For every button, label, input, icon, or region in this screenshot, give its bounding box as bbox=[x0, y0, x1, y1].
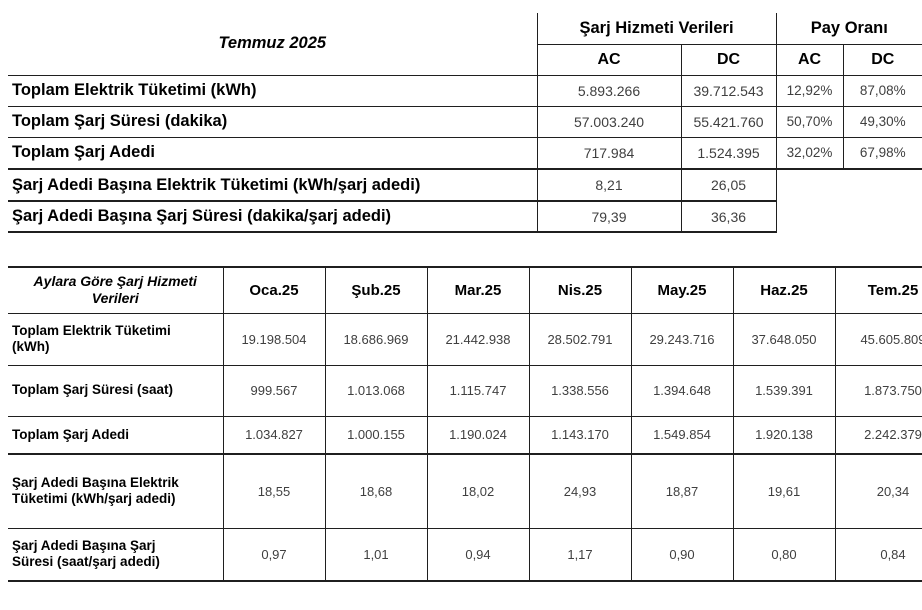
data-cell: 1.539.391 bbox=[732, 364, 836, 417]
row-label: Şarj Adedi Başına Şarj Süresi (dakika/şa… bbox=[8, 200, 538, 233]
month-header-mar: Mar.25 bbox=[426, 266, 530, 314]
data-cell: 28.502.791 bbox=[528, 312, 632, 366]
table-row: Şarj Adedi Başına Elektrik Tüketimi (kWh… bbox=[8, 453, 922, 529]
data-cell: 1.000.155 bbox=[324, 415, 428, 455]
summary-subheader-row: AC DC AC DC bbox=[8, 43, 922, 76]
data-cell: 0,80 bbox=[732, 527, 836, 582]
col-header-share-dc: DC bbox=[842, 43, 922, 76]
monthly-table: Aylara Göre Şarj Hizmeti Verileri Oca.25… bbox=[8, 266, 922, 582]
data-cell: 18,87 bbox=[630, 453, 734, 529]
data-cell: 1.394.648 bbox=[630, 364, 734, 417]
data-cell: 717.984 bbox=[536, 136, 682, 170]
data-cell: 5.893.266 bbox=[536, 74, 682, 107]
data-cell: 32,02% bbox=[775, 136, 844, 170]
data-cell: 1.013.068 bbox=[324, 364, 428, 417]
data-cell: 0,90 bbox=[630, 527, 734, 582]
empty-region bbox=[775, 169, 922, 232]
row-label: Toplam Şarj Adedi bbox=[8, 415, 224, 455]
row-label: Toplam Şarj Süresi (saat) bbox=[8, 364, 224, 417]
data-cell: 19.198.504 bbox=[222, 312, 326, 366]
row-label: Toplam Elektrik Tüketimi (kWh) bbox=[8, 312, 224, 366]
data-cell: 19,61 bbox=[732, 453, 836, 529]
month-header-nis: Nis.25 bbox=[528, 266, 632, 314]
row-label: Şarj Adedi Başına Elektrik Tüketimi (kWh… bbox=[8, 453, 224, 529]
data-cell: 36,36 bbox=[680, 200, 777, 233]
col-header-dc: DC bbox=[680, 43, 777, 76]
monthly-header-row: Aylara Göre Şarj Hizmeti Verileri Oca.25… bbox=[8, 266, 922, 314]
table-row: Toplam Şarj Süresi (saat) 999.567 1.013.… bbox=[8, 364, 922, 417]
data-cell: 1.115.747 bbox=[426, 364, 530, 417]
month-header-tem: Tem.25 bbox=[834, 266, 922, 314]
group-header-charging-data: Şarj Hizmeti Verileri bbox=[536, 13, 777, 45]
data-cell: 1.920.138 bbox=[732, 415, 836, 455]
data-cell: 1.524.395 bbox=[680, 136, 777, 170]
data-cell: 49,30% bbox=[842, 105, 922, 138]
data-cell: 45.605.809 bbox=[834, 312, 922, 366]
data-cell: 18.686.969 bbox=[324, 312, 428, 366]
table-row: Şarj Adedi Başına Elektrik Tüketimi (kWh… bbox=[8, 168, 922, 232]
data-cell: 24,93 bbox=[528, 453, 632, 529]
data-cell: 1,17 bbox=[528, 527, 632, 582]
data-cell: 18,55 bbox=[222, 453, 326, 529]
table-row: Toplam Şarj Adedi 717.984 1.524.395 32,0… bbox=[8, 136, 922, 170]
data-cell: 55.421.760 bbox=[680, 105, 777, 138]
row-label: Toplam Şarj Süresi (dakika) bbox=[8, 105, 538, 138]
data-cell: 1.338.556 bbox=[528, 364, 632, 417]
row-label: Şarj Adedi Başına Elektrik Tüketimi (kWh… bbox=[8, 168, 538, 202]
table-row: Şarj Adedi Başına Şarj Süresi (saat/şarj… bbox=[8, 527, 922, 582]
data-cell: 8,21 bbox=[536, 168, 682, 202]
month-header-may: May.25 bbox=[630, 266, 734, 314]
row-label: Toplam Şarj Adedi bbox=[8, 136, 538, 170]
data-cell: 18,02 bbox=[426, 453, 530, 529]
col-header-ac: AC bbox=[536, 43, 682, 76]
data-cell: 50,70% bbox=[775, 105, 844, 138]
row-label: Şarj Adedi Başına Şarj Süresi (saat/şarj… bbox=[8, 527, 224, 582]
data-cell: 1.143.170 bbox=[528, 415, 632, 455]
table-row: Toplam Şarj Süresi (dakika) 57.003.240 5… bbox=[8, 105, 922, 138]
data-cell: 12,92% bbox=[775, 74, 844, 107]
data-cell: 67,98% bbox=[842, 136, 922, 170]
group-header-share-ratio: Pay Oranı bbox=[775, 13, 922, 45]
monthly-table-title: Aylara Göre Şarj Hizmeti Verileri bbox=[8, 266, 224, 314]
data-cell: 999.567 bbox=[222, 364, 326, 417]
data-cell: 21.442.938 bbox=[426, 312, 530, 366]
data-cell: 57.003.240 bbox=[536, 105, 682, 138]
summary-title: Temmuz 2025 bbox=[8, 13, 538, 76]
data-cell: 39.712.543 bbox=[680, 74, 777, 107]
data-cell: 2.242.379 bbox=[834, 415, 922, 455]
summary-table: Temmuz 2025 Şarj Hizmeti Verileri Pay Or… bbox=[8, 13, 922, 233]
col-header-share-ac: AC bbox=[775, 43, 844, 76]
month-header-sub: Şub.25 bbox=[324, 266, 428, 314]
data-cell: 1.873.750 bbox=[834, 364, 922, 417]
data-cell: 1,01 bbox=[324, 527, 428, 582]
table-row: Şarj Adedi Başına Şarj Süresi (dakika/şa… bbox=[8, 200, 922, 233]
table-row: Toplam Şarj Adedi 1.034.827 1.000.155 1.… bbox=[8, 415, 922, 455]
data-cell: 87,08% bbox=[842, 74, 922, 107]
data-cell: 29.243.716 bbox=[630, 312, 734, 366]
summary-group-header-row: Temmuz 2025 Şarj Hizmeti Verileri Pay Or… bbox=[8, 13, 922, 76]
data-cell: 37.648.050 bbox=[732, 312, 836, 366]
table-row: Toplam Elektrik Tüketimi (kWh) 5.893.266… bbox=[8, 74, 922, 107]
data-cell: 1.034.827 bbox=[222, 415, 326, 455]
data-cell: 0,94 bbox=[426, 527, 530, 582]
data-cell: 26,05 bbox=[680, 168, 777, 202]
month-header-oca: Oca.25 bbox=[222, 266, 326, 314]
data-cell: 0,97 bbox=[222, 527, 326, 582]
data-cell: 20,34 bbox=[834, 453, 922, 529]
table-row: Toplam Elektrik Tüketimi (kWh) 19.198.50… bbox=[8, 312, 922, 366]
data-cell: 1.549.854 bbox=[630, 415, 734, 455]
data-cell: 79,39 bbox=[536, 200, 682, 233]
row-label: Toplam Elektrik Tüketimi (kWh) bbox=[8, 74, 538, 107]
data-cell: 0,84 bbox=[834, 527, 922, 582]
data-cell: 18,68 bbox=[324, 453, 428, 529]
data-cell: 1.190.024 bbox=[426, 415, 530, 455]
month-header-haz: Haz.25 bbox=[732, 266, 836, 314]
